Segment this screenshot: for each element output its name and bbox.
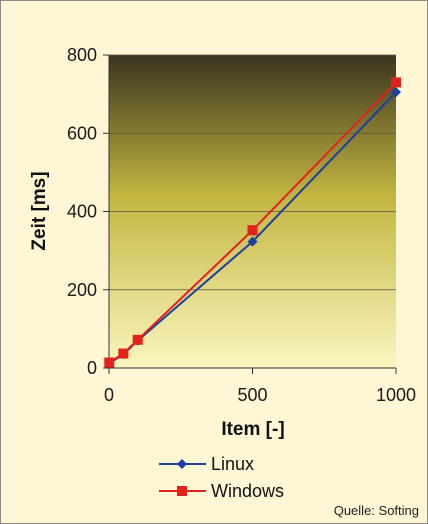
legend-item-windows: Windows <box>159 481 284 501</box>
data-point-windows-0 <box>104 357 115 368</box>
x-tick-labels: 0 500 1000 <box>104 385 416 405</box>
data-point-linux-3 <box>247 236 258 247</box>
x-tick-label-1000: 1000 <box>376 385 416 405</box>
x-tick-label-500: 500 <box>237 385 267 405</box>
y-tick-label-600: 600 <box>67 123 97 143</box>
y-axis-title: Zeit [ms] <box>29 171 50 250</box>
data-point-windows-2 <box>132 334 143 345</box>
grid-lines <box>109 54 396 291</box>
data-point-windows-4 <box>391 77 401 88</box>
y-tick-label-400: 400 <box>67 202 97 222</box>
legend-label-windows: Windows <box>211 481 284 501</box>
series-windows <box>104 77 401 368</box>
data-series <box>104 77 401 369</box>
legend-marker-linux <box>177 459 187 469</box>
legend-item-linux: Linux <box>159 454 254 474</box>
data-point-windows-3 <box>247 225 258 236</box>
data-point-windows-1 <box>118 348 129 359</box>
y-tick-label-0: 0 <box>87 358 97 378</box>
legend: Linux Windows <box>159 454 284 501</box>
legend-label-linux: Linux <box>211 454 254 474</box>
legend-marker-windows <box>177 486 187 496</box>
y-tick-label-800: 800 <box>67 45 97 65</box>
axes <box>103 54 397 374</box>
x-tick-label-0: 0 <box>104 385 114 405</box>
y-tick-label-200: 200 <box>67 280 97 300</box>
x-axis-title: Item [-] <box>221 419 284 440</box>
data-point-linux-4 <box>391 87 401 98</box>
source-note: Quelle: Softing <box>334 503 419 518</box>
y-tick-labels: 0 200 400 600 800 <box>67 45 97 378</box>
